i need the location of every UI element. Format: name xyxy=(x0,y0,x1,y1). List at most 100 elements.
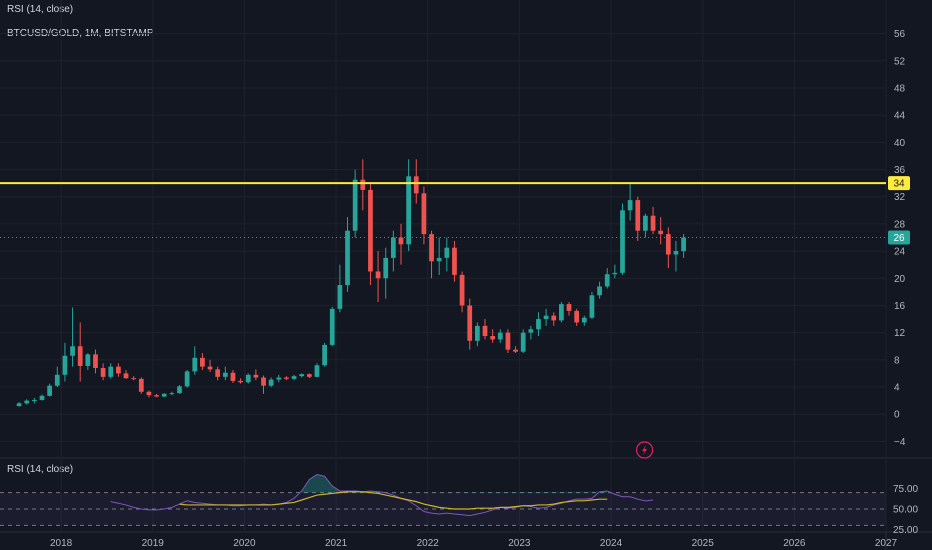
y-tick-label: 12 xyxy=(894,328,906,339)
candle-body xyxy=(116,366,121,374)
candle xyxy=(413,159,419,204)
candle xyxy=(421,186,427,245)
candle xyxy=(161,393,167,398)
candle-body xyxy=(467,305,473,341)
candle-body xyxy=(322,344,327,366)
last-price-label: 26 xyxy=(893,233,905,244)
candle xyxy=(253,369,259,381)
candle xyxy=(665,227,671,269)
candle xyxy=(131,376,137,381)
candle xyxy=(329,306,335,347)
candle xyxy=(245,373,251,384)
candle-body xyxy=(543,315,549,320)
x-tick-label: 2020 xyxy=(233,538,256,549)
candle-body xyxy=(184,371,190,387)
candle xyxy=(475,322,480,347)
overlays: 26 34 xyxy=(0,176,910,459)
candle xyxy=(559,302,564,323)
candle-body xyxy=(528,329,534,333)
candle-body xyxy=(383,257,389,279)
candle-body xyxy=(47,385,53,396)
candle xyxy=(154,393,159,398)
candle-body xyxy=(650,215,656,231)
y-tick-label: 8 xyxy=(894,355,900,366)
candle xyxy=(138,377,144,394)
candle-body xyxy=(536,319,541,330)
candle-body xyxy=(360,179,366,190)
candle-body xyxy=(161,393,167,397)
candle xyxy=(513,346,518,354)
candle-body xyxy=(62,355,68,375)
candle xyxy=(467,298,473,350)
candle xyxy=(650,206,656,235)
candle-body xyxy=(329,308,335,345)
candle-body xyxy=(299,374,305,377)
rsi-tick-label: 25.00 xyxy=(893,525,918,536)
candle-body xyxy=(436,257,442,262)
candle-body xyxy=(635,200,641,231)
candle-body xyxy=(284,377,289,379)
candle-body xyxy=(604,274,610,287)
candle-body xyxy=(597,286,602,296)
candle xyxy=(123,370,129,379)
candle xyxy=(452,240,457,282)
candle xyxy=(39,394,45,401)
candle-body xyxy=(589,295,595,318)
candle xyxy=(54,366,60,388)
candle xyxy=(337,264,343,313)
y-tick-label: 52 xyxy=(894,56,906,67)
candle xyxy=(398,223,404,265)
candle-body xyxy=(490,336,496,340)
candle xyxy=(459,271,465,313)
rsi-chart: 75.00 50.00 25.00 xyxy=(0,474,918,536)
candle-body xyxy=(268,379,274,386)
candle-body xyxy=(177,386,182,394)
candle xyxy=(93,349,98,374)
horizontal-line-badge xyxy=(888,176,910,191)
candle-body xyxy=(138,378,144,392)
candle xyxy=(108,363,114,379)
y-tick-label: 44 xyxy=(894,111,906,122)
candle xyxy=(16,401,22,407)
candle xyxy=(200,353,205,371)
candle-body xyxy=(643,215,648,231)
candle xyxy=(322,342,327,367)
indicator-header-label: RSI (14, close) xyxy=(7,4,74,15)
candle xyxy=(207,359,213,373)
candle xyxy=(47,383,53,397)
candle xyxy=(390,230,396,272)
candle xyxy=(62,342,68,382)
candle xyxy=(146,390,152,398)
candle xyxy=(184,370,190,388)
candle xyxy=(77,322,83,382)
candle xyxy=(604,268,610,289)
candle xyxy=(589,291,595,320)
x-tick-label: 2023 xyxy=(508,538,531,549)
candle xyxy=(436,237,442,275)
x-tick-label: 2024 xyxy=(600,538,623,549)
candle-body xyxy=(444,247,450,258)
x-tick-label: 2018 xyxy=(50,538,73,549)
candle xyxy=(314,363,320,378)
candle xyxy=(352,169,358,238)
x-tick-label: 2021 xyxy=(325,538,348,549)
x-tick-label: 2019 xyxy=(142,538,165,549)
candle xyxy=(238,378,243,384)
candle-body xyxy=(368,189,373,272)
candle-body xyxy=(276,377,282,380)
candle xyxy=(383,247,389,299)
y-tick-label: 48 xyxy=(894,83,906,94)
candle xyxy=(306,373,312,379)
x-tick-label: 2025 xyxy=(692,538,715,549)
y-tick-label: 40 xyxy=(894,138,906,149)
y-tick-label: 20 xyxy=(894,274,906,285)
candle xyxy=(222,366,228,381)
candle-body xyxy=(192,357,198,372)
candle xyxy=(70,307,75,367)
candle xyxy=(673,240,679,272)
candle-body xyxy=(665,234,671,255)
horizontal-line-label: 34 xyxy=(893,179,905,190)
y-tick-label: 28 xyxy=(894,219,906,230)
candle xyxy=(482,319,488,340)
